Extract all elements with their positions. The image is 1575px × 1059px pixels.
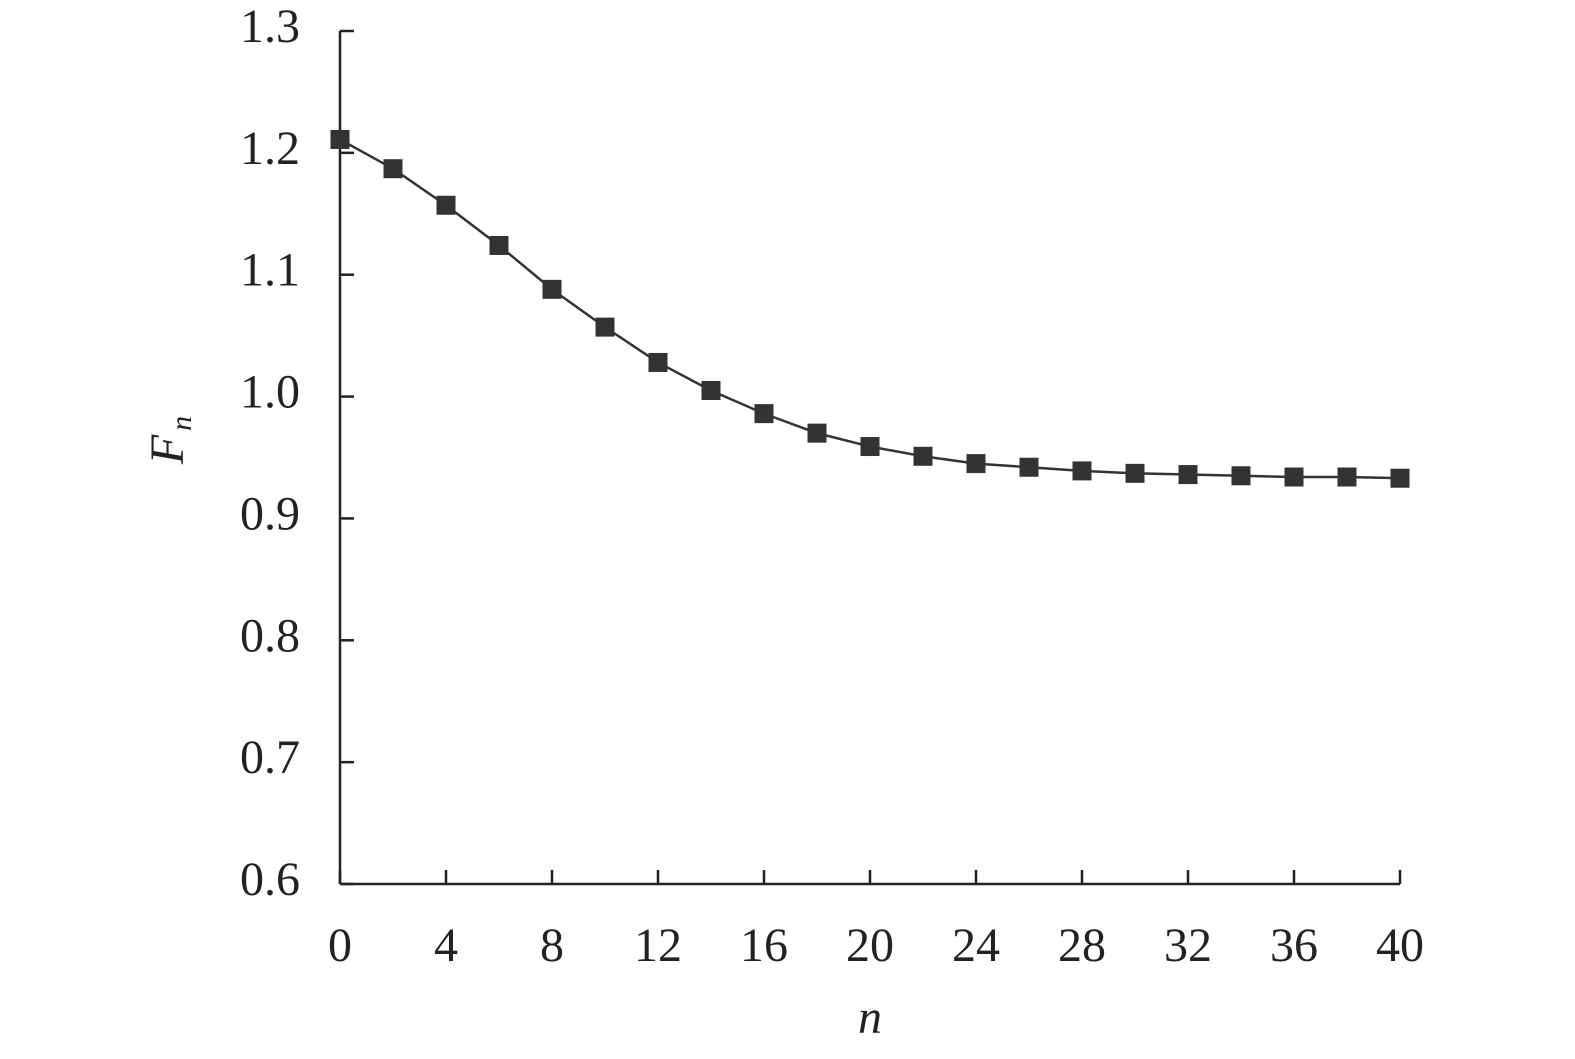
line [339, 138, 1401, 480]
x-tick-label: 4 [434, 919, 458, 972]
marker [860, 437, 880, 457]
x-tick-label: 8 [540, 919, 564, 972]
x-axis-label: n [858, 991, 882, 1044]
x-tick-label: 32 [1164, 919, 1212, 972]
marker [383, 159, 403, 179]
marker [330, 129, 350, 149]
marker [542, 279, 562, 299]
x-tick-label: 16 [740, 919, 788, 972]
marker [1019, 457, 1039, 477]
x-tick-label: 28 [1058, 919, 1106, 972]
marker [701, 380, 721, 400]
y-axis-label: Fn [141, 416, 198, 465]
marker [1284, 467, 1304, 487]
x-tick-label: 24 [952, 919, 1000, 972]
y-tick-label: 0.7 [240, 731, 300, 784]
marker [754, 404, 774, 424]
marker [648, 352, 668, 372]
y-tick-label: 1.3 [240, 0, 300, 53]
marker [1231, 466, 1251, 486]
marker [436, 195, 456, 215]
marker [966, 454, 986, 474]
y-tick-label: 0.6 [240, 853, 300, 906]
x-tick-label: 20 [846, 919, 894, 972]
marker [1178, 465, 1198, 485]
y-tick-label: 1.1 [240, 244, 300, 297]
x-tick-label: 12 [634, 919, 682, 972]
marker [1390, 468, 1410, 488]
x-tick-label: 0 [328, 919, 352, 972]
marker [1125, 463, 1145, 483]
y-tick-label: 0.8 [240, 609, 300, 662]
y-tick-label: 1.0 [240, 366, 300, 419]
marker [913, 446, 933, 466]
x-tick-label: 40 [1376, 919, 1424, 972]
marker [595, 317, 615, 337]
marker [1337, 467, 1357, 487]
x-tick-label: 36 [1270, 919, 1318, 972]
marker [1072, 461, 1092, 481]
marker [489, 235, 509, 255]
marker [807, 423, 827, 443]
y-tick-label: 1.2 [240, 122, 300, 175]
y-tick-label: 0.9 [240, 487, 300, 540]
